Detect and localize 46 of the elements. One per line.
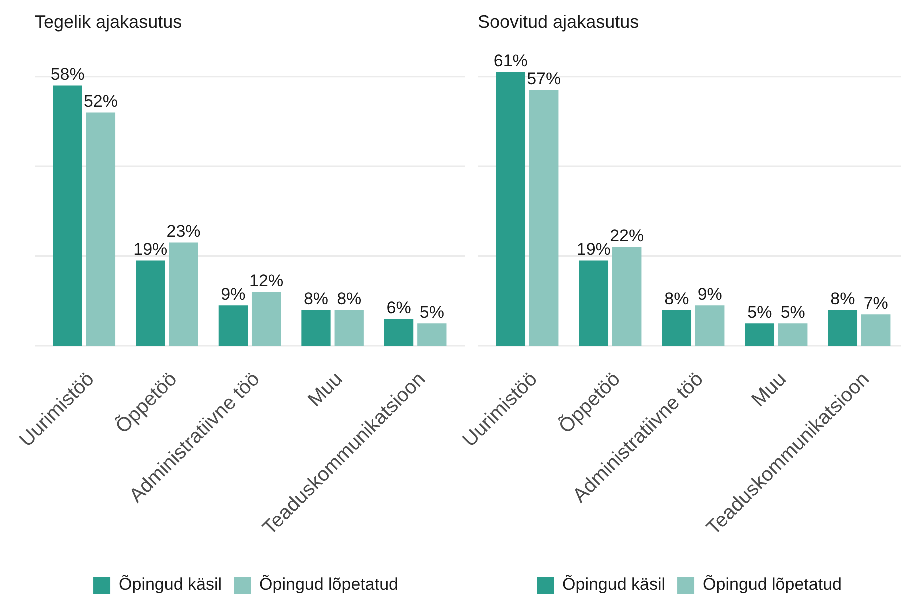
- data-label: 61%: [494, 51, 528, 70]
- data-label: 58%: [50, 64, 85, 84]
- bar: [334, 310, 364, 346]
- bar: [218, 306, 248, 346]
- data-label: 8%: [304, 289, 329, 308]
- bar: [496, 72, 526, 346]
- data-label: 12%: [250, 271, 284, 290]
- legend-label: Õpingud lõpetatud: [703, 575, 842, 594]
- bar: [418, 324, 447, 346]
- legend-label: Õpingud lõpetatud: [260, 575, 398, 594]
- data-label: 5%: [420, 302, 444, 322]
- bar: [861, 314, 891, 346]
- data-label: 19%: [576, 240, 611, 259]
- bar: [745, 324, 775, 346]
- legend-label: Õpingud käsil: [119, 575, 222, 594]
- data-label: 9%: [698, 284, 722, 304]
- data-label: 7%: [864, 294, 888, 313]
- bar: [384, 319, 414, 346]
- data-label: 8%: [664, 289, 690, 308]
- bar: [695, 306, 725, 346]
- bar: [529, 90, 559, 346]
- data-label: 6%: [386, 298, 412, 318]
- bar: [252, 292, 282, 346]
- bar: [612, 247, 642, 346]
- bar: [86, 112, 116, 346]
- data-label: 8%: [337, 289, 362, 308]
- data-label: 5%: [780, 302, 806, 322]
- data-label: 8%: [830, 289, 856, 308]
- chart-title: Soovitud ajakasutus: [478, 12, 640, 32]
- bar: [302, 310, 331, 346]
- bar: [169, 242, 198, 346]
- bar: [136, 260, 166, 346]
- data-label: 9%: [221, 284, 246, 304]
- data-label: 22%: [610, 226, 644, 246]
- data-label: 57%: [527, 69, 562, 88]
- data-label: 5%: [748, 302, 772, 322]
- bar: [53, 86, 82, 346]
- bar: [828, 310, 858, 346]
- data-label: 23%: [166, 222, 201, 241]
- data-label: 19%: [134, 240, 168, 259]
- bar: [662, 310, 692, 346]
- bar: [579, 260, 609, 346]
- legend-label: Õpingud käsil: [562, 575, 666, 594]
- data-label: 52%: [84, 92, 118, 111]
- chart-title: Tegelik ajakasutus: [35, 12, 182, 32]
- bar: [778, 324, 808, 346]
